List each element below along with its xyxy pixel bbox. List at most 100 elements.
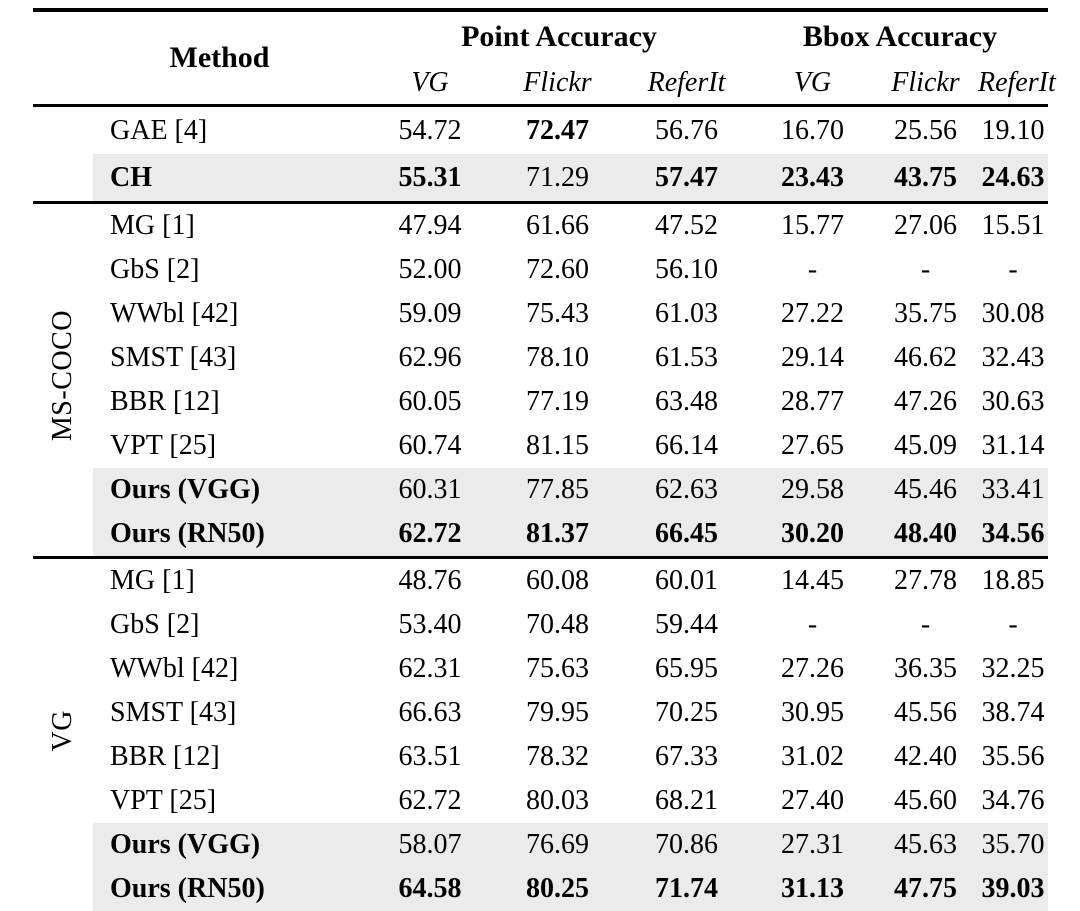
- value-cell: 54.72: [398, 114, 462, 146]
- value-cell: 48.76: [366, 556, 494, 603]
- value-cell: 67.33: [655, 741, 718, 772]
- value-cell: 68.21: [655, 785, 718, 816]
- table-row: GAE [4] 54.72 72.47 56.76 16.70 25.56 19.10: [33, 106, 1048, 155]
- table-row: MS-COCO MG [1] 47.94 61.66 47.52 15.77 27.06 15…: [33, 201, 1048, 558]
- value-cell: 35.70: [978, 823, 1048, 867]
- value-cell: 72.60: [526, 254, 589, 285]
- value-cell: 18.85: [978, 556, 1048, 603]
- value-cell: -: [807, 254, 818, 285]
- value-cell: 30.95: [781, 697, 844, 728]
- value-cell: 27.06: [873, 201, 978, 248]
- value-cell: 56.10: [655, 254, 718, 285]
- value-cell: 28.77: [781, 386, 844, 417]
- method-cell: WWbl [42]: [110, 653, 239, 684]
- col-header-bbox-vg: VG: [752, 62, 873, 107]
- method-cell: SMST [43]: [110, 697, 237, 728]
- table-header: Method Point Accuracy Bbox Accuracy VG F…: [33, 10, 1056, 107]
- table-row: VPT [25] 62.72 80.03 68.21 27.40 45.60 34.76: [33, 779, 1048, 823]
- value-cell: 15.77: [752, 201, 873, 248]
- value-cell: 52.00: [398, 254, 462, 285]
- value-cell: 62.96: [398, 342, 462, 373]
- value-cell: 30.08: [981, 298, 1045, 329]
- table-row: WWbl [42] 59.09 75.43 61.03 27.22 35.75 30.08: [33, 292, 1048, 336]
- value-cell: 14.45: [752, 556, 873, 603]
- value-cell: 34.76: [981, 785, 1045, 816]
- value-cell: 61.66: [494, 201, 621, 248]
- value-cell: 78.32: [526, 741, 589, 772]
- value-cell: 30.63: [981, 386, 1045, 417]
- method-cell: VPT [25]: [110, 785, 217, 816]
- value-cell: -: [1008, 254, 1018, 285]
- table-row: CH 55.31 71.29 57.47 23.43 43.75 24.63: [33, 154, 1048, 203]
- col-header-point-vg: VG: [366, 62, 494, 107]
- value-cell: 60.01: [621, 556, 752, 603]
- dataset-group-cell: [33, 106, 93, 203]
- method-cell: GAE [4]: [110, 114, 208, 146]
- dataset-group-cell: VG: [33, 556, 93, 911]
- value-cell: 76.69: [494, 823, 621, 867]
- method-cell: Ours (VGG): [93, 468, 366, 512]
- method-cell: MG [1]: [93, 556, 366, 603]
- value-cell: 62.31: [398, 653, 462, 684]
- table-body: GAE [4] 54.72 72.47 56.76 16.70 25.56 19.10 CH 5…: [33, 106, 1048, 911]
- value-cell: 64.58: [366, 867, 494, 911]
- method-cell: Ours (VGG): [93, 823, 366, 867]
- col-header-bbox-accuracy: Bbox Accuracy: [802, 20, 998, 53]
- table-row: SMST [43] 66.63 79.95 70.25 30.95 45.56 38.74: [33, 691, 1048, 735]
- table-row: GbS [2] 53.40 70.48 59.44 - - -: [33, 603, 1048, 647]
- value-cell: 27.22: [781, 298, 844, 329]
- table-row: Ours (RN50) 62.72 81.37 66.45 30.20 48.40 34.5…: [33, 512, 1048, 558]
- value-cell: 66.14: [655, 430, 718, 461]
- value-cell: 77.85: [494, 468, 621, 512]
- value-cell: 55.31: [366, 154, 494, 203]
- value-cell: 47.52: [621, 201, 752, 248]
- value-cell: 45.56: [894, 697, 957, 728]
- value-cell: 45.46: [873, 468, 978, 512]
- table-row: SMST [43] 62.96 78.10 61.53 29.14 46.62 32.43: [33, 336, 1048, 380]
- value-cell: 47.94: [366, 201, 494, 248]
- value-cell: 32.43: [981, 342, 1045, 373]
- value-cell: 45.63: [873, 823, 978, 867]
- method-cell: Ours (RN50): [93, 867, 366, 911]
- value-cell: 78.10: [526, 342, 589, 373]
- results-table: Method Point Accuracy Bbox Accuracy VG F…: [33, 8, 1056, 911]
- value-cell: 32.25: [981, 653, 1045, 684]
- value-cell: -: [920, 254, 931, 285]
- value-cell: 25.56: [894, 114, 957, 146]
- value-cell: 61.53: [655, 342, 718, 373]
- value-cell: 62.72: [398, 785, 462, 816]
- value-cell: 53.40: [398, 609, 462, 640]
- value-cell: 75.63: [526, 653, 589, 684]
- value-cell: 72.47: [526, 114, 589, 146]
- value-cell: 38.74: [981, 697, 1045, 728]
- method-cell: BBR [12]: [110, 741, 220, 772]
- value-cell: 33.41: [978, 468, 1048, 512]
- method-cell: MG [1]: [93, 201, 366, 248]
- dataset-group-cell: MS-COCO: [33, 201, 93, 558]
- value-cell: 66.63: [398, 697, 462, 728]
- value-cell: 59.44: [655, 609, 718, 640]
- value-cell: 59.09: [398, 298, 462, 329]
- method-cell: SMST [43]: [110, 342, 237, 373]
- table-row: VG MG [1] 48.76 60.08 60.01 14.45 27.78 18.85: [33, 556, 1048, 911]
- value-cell: -: [1008, 609, 1018, 640]
- value-cell: 30.20: [752, 512, 873, 558]
- value-cell: 31.14: [981, 430, 1045, 461]
- value-cell: 48.40: [873, 512, 978, 558]
- value-cell: 42.40: [894, 741, 957, 772]
- col-header-point-flickr: Flickr: [494, 62, 621, 107]
- value-cell: 47.26: [894, 386, 957, 417]
- value-cell: 60.08: [494, 556, 621, 603]
- table-row: GbS [2] 52.00 72.60 56.10 - - -: [33, 248, 1048, 292]
- value-cell: 29.14: [781, 342, 844, 373]
- value-cell: 66.45: [621, 512, 752, 558]
- value-cell: 19.10: [981, 114, 1045, 146]
- value-cell: 71.74: [621, 867, 752, 911]
- value-cell: 23.43: [752, 154, 873, 203]
- value-cell: 77.19: [526, 386, 589, 417]
- value-cell: -: [920, 609, 931, 640]
- method-cell: BBR [12]: [110, 386, 220, 417]
- value-cell: 63.51: [398, 741, 462, 772]
- col-header-bbox-flickr: Flickr: [873, 62, 978, 107]
